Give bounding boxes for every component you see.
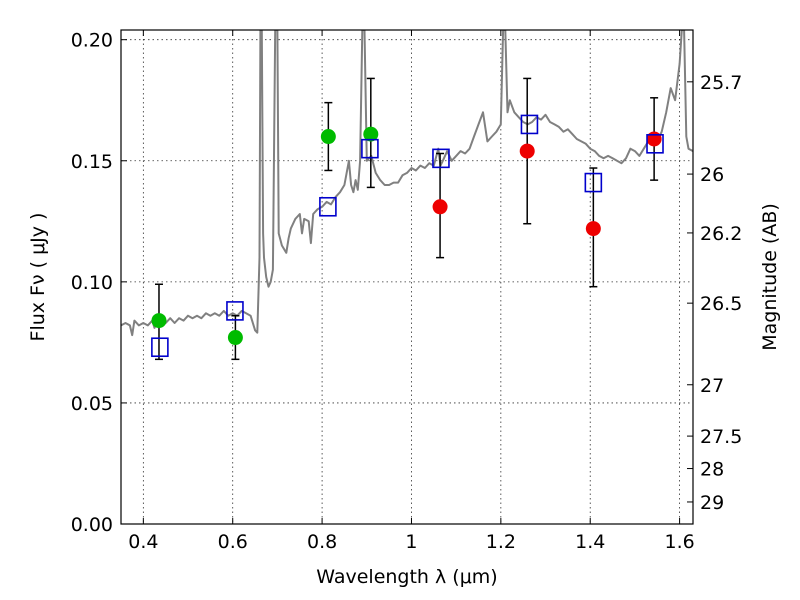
spectrum-line (121, 30, 693, 337)
right-tick-label: 26.2 (700, 223, 742, 245)
y-axis-label: Flux Fν ( μJy ) (27, 213, 49, 342)
right-axis-label: Magnitude (AB) (759, 203, 781, 351)
observed-data-point (227, 330, 243, 346)
right-tick-label: 28 (700, 459, 724, 481)
observed-data-point (320, 129, 336, 145)
right-tick-label: 27 (700, 375, 724, 397)
observed-data-point (519, 143, 535, 159)
model-photometry-square (361, 138, 379, 159)
right-tick-label: 27.5 (700, 426, 742, 448)
right-tick-label: 26 (700, 164, 724, 186)
x-tick-label: 0.4 (128, 531, 158, 553)
model-photometry-square (584, 172, 603, 193)
plot-area (121, 30, 693, 524)
observed-data-point (646, 131, 662, 147)
x-tick-label: 0.6 (218, 531, 248, 553)
observed-data-point (432, 199, 448, 215)
right-tick-label: 26.5 (700, 293, 742, 315)
x-tick-label: 1.6 (664, 531, 694, 553)
y-tick-label: 0.20 (71, 30, 113, 52)
plot-content (121, 30, 693, 361)
x-tick-label: 1.4 (575, 531, 605, 553)
model-photometry-square (319, 196, 337, 217)
right-tick-label: 25.7 (700, 72, 742, 94)
x-axis-label: Wavelength λ (μm) (316, 566, 497, 588)
observed-data-point (151, 313, 167, 329)
y-tick-label: 0.00 (71, 514, 113, 536)
observed-data-point (363, 126, 379, 142)
model-photometry-square (520, 114, 539, 135)
model-photometry-square (432, 148, 450, 169)
y-tick-label: 0.10 (71, 272, 113, 294)
model-photometry-square (151, 337, 169, 358)
right-tick-label: 29 (700, 492, 724, 514)
y-tick-label: 0.05 (71, 393, 113, 415)
x-tick-label: 1.2 (486, 531, 516, 553)
x-tick-label: 0.8 (307, 531, 337, 553)
plot-frame (120, 29, 694, 525)
y-tick-label: 0.15 (71, 151, 113, 173)
model-photometry-square (646, 134, 664, 154)
x-tick-label: 1 (405, 531, 417, 553)
model-photometry-square (226, 301, 244, 321)
observed-data-point (585, 221, 601, 237)
axis-ticks: 0.4 0.6 0.8 1 1.2 1.4 1.6 0.00 0.05 0.10 0.15 0.20 2… (71, 30, 743, 553)
